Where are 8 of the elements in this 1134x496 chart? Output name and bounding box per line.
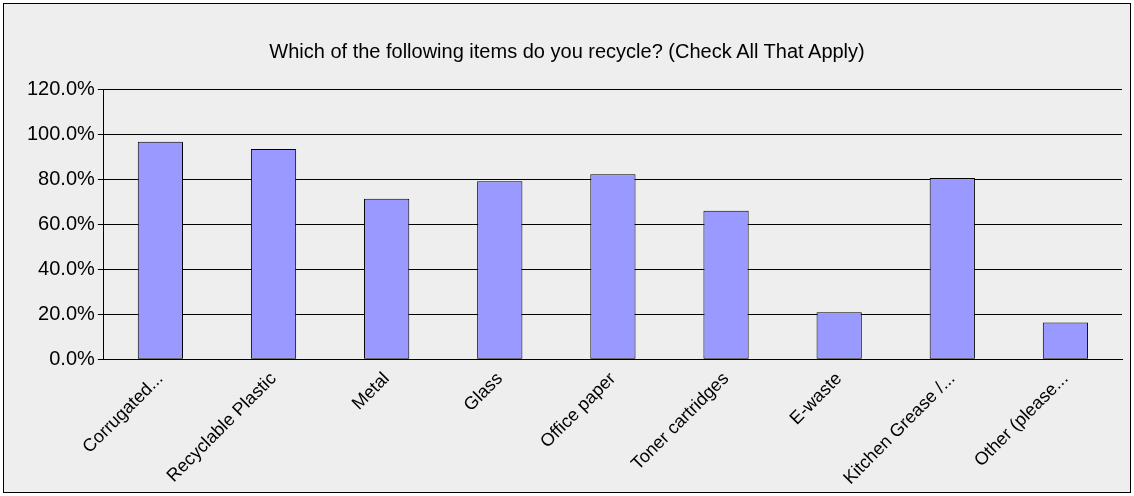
y-tick-label: 40.0% [38, 256, 96, 279]
y-tick-label: 20.0% [38, 301, 96, 324]
y-tick-label: 120.0% [26, 76, 96, 99]
y-tick-label: 80.0% [38, 166, 96, 189]
y-tick-label: 60.0% [38, 211, 96, 234]
y-tick-label: 0.0% [49, 346, 96, 369]
y-tick-label: 100.0% [26, 121, 96, 144]
chart-title: Which of the following items do you recycle? (Check All That Apply) [268, 40, 866, 63]
